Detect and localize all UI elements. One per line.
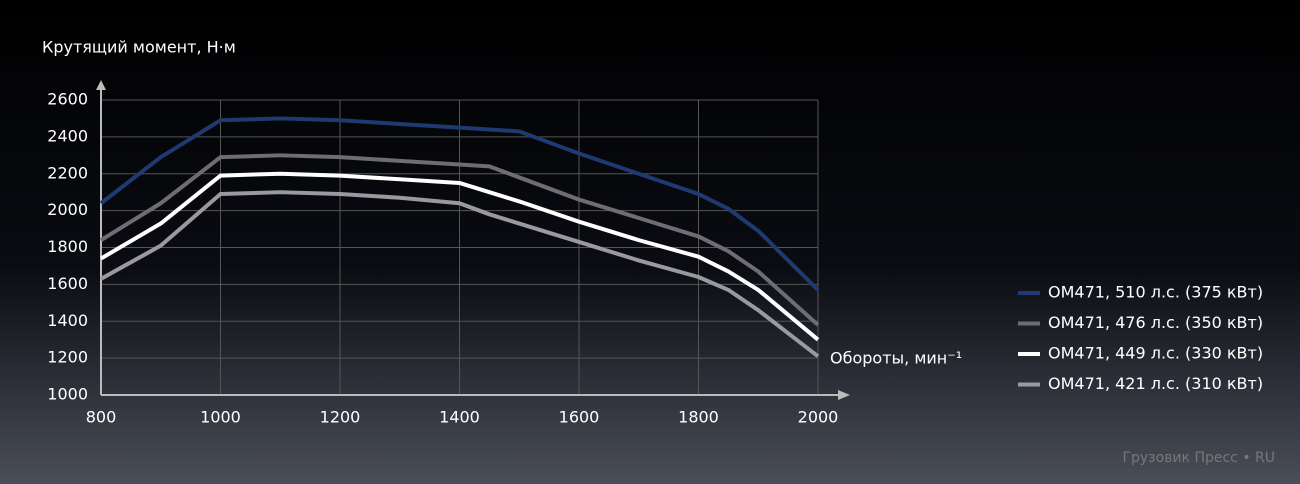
x-tick-label: 1400 bbox=[439, 408, 480, 427]
y-tick-label: 1800 bbox=[47, 237, 88, 256]
y-tick-label: 1600 bbox=[47, 274, 88, 293]
x-axis-arrow bbox=[838, 390, 850, 400]
legend-label: OM471, 421 л.с. (310 кВт) bbox=[1048, 374, 1263, 393]
y-tick-label: 2000 bbox=[47, 200, 88, 219]
legend-label: OM471, 476 л.с. (350 кВт) bbox=[1048, 313, 1263, 332]
y-tick-label: 2200 bbox=[47, 163, 88, 182]
y-tick-label: 2600 bbox=[47, 90, 88, 109]
x-tick-label: 1000 bbox=[200, 408, 241, 427]
y-tick-label: 2400 bbox=[47, 126, 88, 145]
x-tick-label: 1800 bbox=[678, 408, 719, 427]
y-tick-label: 1200 bbox=[47, 348, 88, 367]
legend-label: OM471, 449 л.с. (330 кВт) bbox=[1048, 344, 1263, 363]
y-axis-label: Крутящий момент, Н·м bbox=[42, 38, 236, 57]
y-tick-label: 1000 bbox=[47, 385, 88, 404]
y-tick-label: 1400 bbox=[47, 311, 88, 330]
x-axis-label: Обороты, мин⁻¹ bbox=[830, 349, 962, 368]
legend-label: OM471, 510 л.с. (375 кВт) bbox=[1048, 283, 1263, 302]
y-axis-arrow bbox=[96, 80, 106, 90]
x-tick-label: 1600 bbox=[559, 408, 600, 427]
watermark: Грузовик Пресс • RU bbox=[1122, 450, 1275, 466]
x-tick-label: 800 bbox=[86, 408, 117, 427]
x-tick-label: 2000 bbox=[798, 408, 839, 427]
series-line bbox=[100, 190, 820, 358]
series-line bbox=[99, 153, 820, 327]
series-line bbox=[99, 116, 820, 292]
series-line bbox=[99, 171, 820, 342]
x-tick-label: 1200 bbox=[320, 408, 361, 427]
